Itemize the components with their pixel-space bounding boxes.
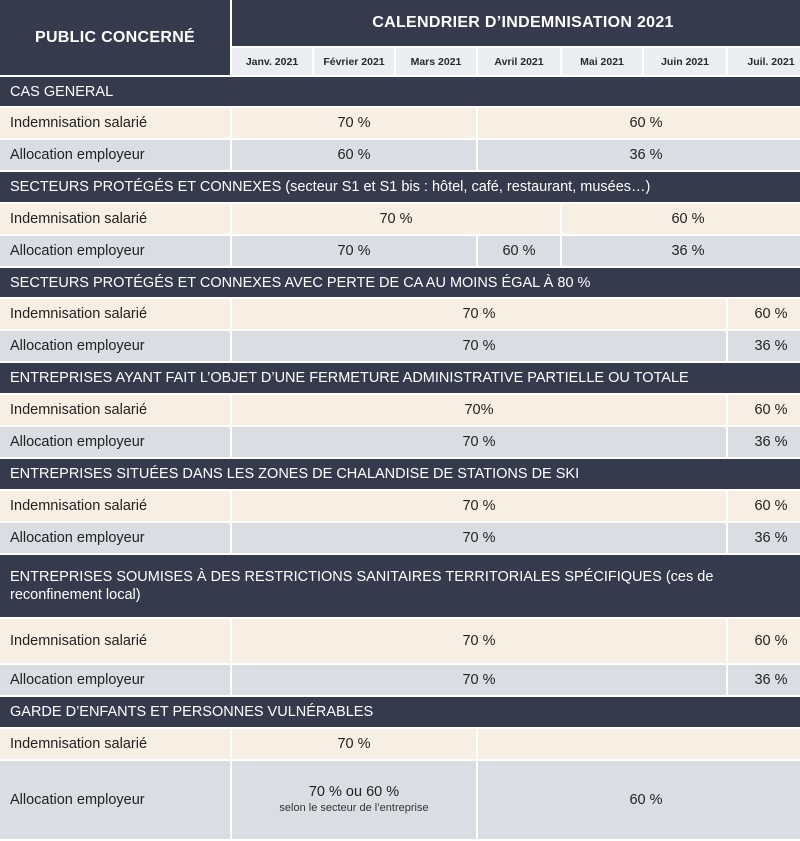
- row-label: Indemnisation salarié: [0, 108, 230, 140]
- rate-value: 70 %: [232, 729, 476, 761]
- rate-note: selon le secteur de l’entreprise: [279, 802, 429, 814]
- rate-value: [478, 729, 800, 761]
- row-label: Allocation employeur: [0, 665, 230, 697]
- month-header: Mai 2021: [562, 48, 642, 77]
- section-title: CAS GENERAL: [0, 77, 800, 108]
- rate-value: 70%: [232, 395, 726, 427]
- row-label: Indemnisation salarié: [0, 729, 230, 761]
- section-title: ENTREPRISES SOUMISES À DES RESTRICTIONS …: [0, 555, 800, 619]
- rate-value: 36 %: [728, 665, 800, 697]
- rate-value: 36 %: [478, 140, 800, 172]
- rate-value: 60 %: [728, 395, 800, 427]
- rate-value: 60 %: [728, 491, 800, 523]
- section-title: SECTEURS PROTÉGÉS ET CONNEXES AVEC PERTE…: [0, 268, 800, 299]
- rate-value: 70 % ou 60 %: [308, 784, 400, 800]
- row-label: Indemnisation salarié: [0, 491, 230, 523]
- section-title: SECTEURS PROTÉGÉS ET CONNEXES (secteur S…: [0, 172, 800, 204]
- public-header: PUBLIC CONCERNÉ: [0, 0, 230, 77]
- rate-value: 36 %: [562, 236, 800, 268]
- rate-value: 70 %: [232, 331, 726, 363]
- row-label: Indemnisation salarié: [0, 619, 230, 665]
- rate-value: 60 %: [562, 204, 800, 236]
- section-title: ENTREPRISES SITUÉES DANS LES ZONES DE CH…: [0, 459, 800, 491]
- calendar-title: CALENDRIER D’INDEMNISATION 2021: [232, 0, 800, 48]
- row-label: Allocation employeur: [0, 331, 230, 363]
- row-label: Allocation employeur: [0, 236, 230, 268]
- month-header: Juin 2021: [644, 48, 726, 77]
- row-label: Allocation employeur: [0, 427, 230, 459]
- month-header: Juil. 2021: [728, 48, 800, 77]
- rate-value: 36 %: [728, 427, 800, 459]
- row-label: Allocation employeur: [0, 140, 230, 172]
- month-header: Mars 2021: [396, 48, 476, 77]
- rate-value: 60 %: [232, 140, 476, 172]
- rate-value: 70 %: [232, 665, 726, 697]
- month-header: Avril 2021: [478, 48, 560, 77]
- rate-value: 70 %: [232, 236, 476, 268]
- rate-value: 60 %: [728, 299, 800, 331]
- row-label: Allocation employeur: [0, 523, 230, 555]
- rate-value: 70 %: [232, 491, 726, 523]
- rate-value: 60 %: [728, 619, 800, 665]
- rate-value: 36 %: [728, 523, 800, 555]
- rate-value: 70 %: [232, 619, 726, 665]
- month-header: Janv. 2021: [232, 48, 312, 77]
- rate-value: 70 %: [232, 523, 726, 555]
- rate-value: 60 %: [478, 108, 800, 140]
- row-label: Indemnisation salarié: [0, 299, 230, 331]
- rate-value: 70 %: [232, 299, 726, 331]
- row-label: Indemnisation salarié: [0, 395, 230, 427]
- row-label: Allocation employeur: [0, 761, 230, 841]
- rate-value: 36 %: [728, 331, 800, 363]
- month-header: Février 2021: [314, 48, 394, 77]
- row-label: Indemnisation salarié: [0, 204, 230, 236]
- section-title: ENTREPRISES AYANT FAIT L’OBJET D’UNE FER…: [0, 363, 800, 395]
- section-title: GARDE D’ENFANTS ET PERSONNES VULNÉRABLES: [0, 697, 800, 729]
- rate-value: 60 %: [478, 236, 560, 268]
- rate-value: 70 %: [232, 204, 560, 236]
- rate-value: 70 %: [232, 427, 726, 459]
- rate-value: 70 %: [232, 108, 476, 140]
- rate-value-with-note: 70 % ou 60 % selon le secteur de l’entre…: [232, 761, 476, 841]
- rate-value: 60 %: [478, 761, 800, 841]
